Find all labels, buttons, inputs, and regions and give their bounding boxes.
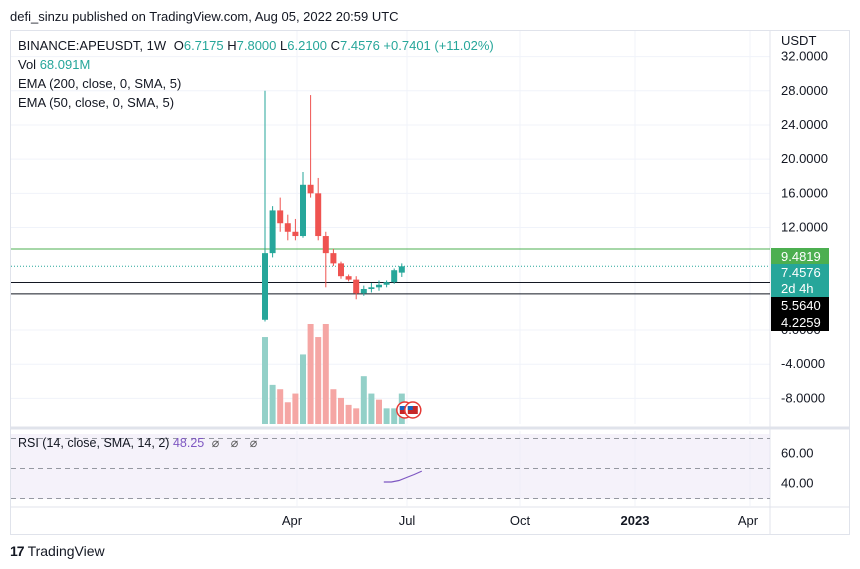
- candle-body: [307, 184, 314, 194]
- candle-body: [398, 266, 405, 273]
- candle-body: [322, 236, 329, 254]
- volume-bar: [262, 337, 268, 424]
- rsi-band-fill: [11, 434, 770, 499]
- volume-bar: [383, 408, 390, 424]
- price-axis-label-bg: [771, 280, 829, 297]
- y-tick-label: 16.0000: [781, 185, 828, 200]
- rsi-legend: RSI (14, close, SMA, 14, 2) 48.25 ⌀ ⌀ ⌀: [18, 435, 261, 450]
- candle-body: [262, 253, 268, 320]
- price-axis-label-bg: [771, 248, 829, 265]
- candle-body: [338, 263, 344, 277]
- change-value: +0.7401 (+11.02%): [383, 38, 494, 53]
- volume-bar: [391, 408, 398, 424]
- candle-body: [376, 284, 382, 288]
- chart-legend: BINANCE:APEUSDT, 1W O6.7175 H7.8000 L6.2…: [18, 36, 494, 112]
- candle-body: [345, 276, 352, 280]
- volume-bar: [284, 402, 291, 424]
- volume-bar: [307, 324, 314, 424]
- volume-bar: [353, 408, 360, 424]
- volume-label[interactable]: Vol: [18, 57, 37, 72]
- volume-bar: [300, 354, 306, 424]
- volume-bar: [376, 399, 382, 424]
- candle-body: [330, 253, 337, 264]
- price-axis-label: 7.4576: [781, 265, 821, 280]
- rsi-settings-icons[interactable]: ⌀ ⌀ ⌀: [211, 436, 262, 450]
- low-label: L: [280, 38, 288, 53]
- tradingview-logo[interactable]: 17 TradingView: [10, 543, 105, 559]
- volume-bar: [322, 324, 329, 424]
- price-axis-label-bg: [771, 297, 829, 314]
- currency-label: USDT: [781, 33, 816, 48]
- chart-frame[interactable]: [10, 30, 850, 535]
- price-axis-label-bg: [771, 264, 829, 281]
- ema200-row[interactable]: EMA (200, close, 0, SMA, 5): [18, 76, 182, 91]
- high-label: H: [227, 38, 237, 53]
- x-tick-label: Apr: [282, 513, 303, 528]
- x-tick-label: 2023: [621, 513, 650, 528]
- volume-bar: [338, 397, 344, 424]
- price-axis-label: 5.5640: [781, 298, 821, 313]
- volume-bar: [368, 393, 375, 424]
- volume-bar: [315, 337, 322, 424]
- candle-body: [277, 210, 284, 224]
- candle-body: [360, 289, 367, 294]
- ohlc-row: BINANCE:APEUSDT, 1W O6.7175 H7.8000 L6.2…: [18, 36, 494, 55]
- open-value: 6.7175: [183, 38, 224, 53]
- close-label: C: [330, 38, 341, 53]
- volume-value: 68.091M: [39, 57, 91, 72]
- volume-bar: [330, 389, 337, 424]
- candle-body: [292, 231, 299, 237]
- event-flag-icon-canton: [407, 406, 413, 410]
- volume-bar: [292, 393, 299, 424]
- rsi-tick-label: 40.00: [781, 476, 814, 491]
- y-tick-label: 32.0000: [781, 49, 828, 64]
- candle-body: [353, 279, 360, 294]
- price-axis-label: 4.2259: [781, 315, 821, 330]
- publisher-header: defi_sinzu published on TradingView.com,…: [10, 9, 399, 24]
- price-axis-label-bg: [771, 314, 829, 331]
- price-axis-label: 2d 4h: [781, 281, 814, 296]
- symbol-label[interactable]: BINANCE:APEUSDT, 1W: [18, 38, 167, 53]
- tradingview-brand: TradingView: [27, 543, 105, 559]
- rsi-label[interactable]: RSI (14, close, SMA, 14, 2): [18, 436, 170, 450]
- candle-body: [391, 270, 398, 283]
- open-label: O: [173, 38, 184, 53]
- close-value: 7.4576: [340, 38, 380, 53]
- candle-body: [315, 193, 322, 237]
- volume-bar: [277, 389, 284, 424]
- rsi-line: [383, 470, 423, 483]
- y-tick-label: 24.0000: [781, 117, 828, 132]
- candle-body: [368, 287, 375, 290]
- tradingview-logo-icon: 17: [10, 543, 25, 559]
- candle-body: [269, 210, 276, 254]
- volume-bar: [345, 404, 352, 424]
- volume-bar: [269, 384, 276, 424]
- price-axis-label: 9.4819: [781, 249, 821, 264]
- rsi-value: 48.25: [172, 436, 205, 450]
- y-tick-label: -4.0000: [781, 356, 825, 371]
- x-tick-label: Apr: [738, 513, 759, 528]
- y-tick-label: -8.0000: [781, 390, 825, 405]
- candle-body: [383, 282, 390, 285]
- high-value: 7.8000: [236, 38, 277, 53]
- volume-bar: [360, 376, 367, 424]
- x-tick-label: Jul: [399, 513, 416, 528]
- rsi-tick-label: 60.00: [781, 446, 814, 461]
- candle-body: [284, 223, 291, 232]
- y-tick-label: 12.0000: [781, 220, 828, 235]
- y-tick-label: 20.0000: [781, 151, 828, 166]
- candle-body: [300, 184, 306, 237]
- volume-row: Vol 68.091M: [18, 55, 494, 74]
- ema50-row[interactable]: EMA (50, close, 0, SMA, 5): [18, 95, 175, 110]
- x-tick-label: Oct: [510, 513, 531, 528]
- event-flag-icon-canton: [399, 406, 405, 410]
- y-tick-label: 28.0000: [781, 83, 828, 98]
- low-value: 6.2100: [287, 38, 328, 53]
